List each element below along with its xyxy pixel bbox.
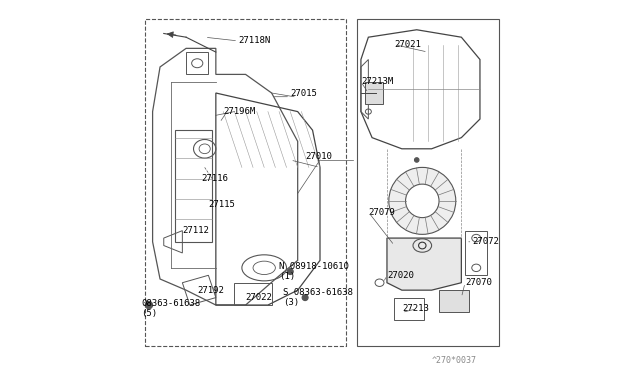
Bar (175, 130, 212, 242)
Text: 27116: 27116 (201, 174, 228, 183)
Text: 27020: 27020 (387, 271, 414, 280)
Text: 27015: 27015 (291, 89, 317, 97)
Ellipse shape (302, 295, 308, 301)
Text: 27010: 27010 (305, 152, 332, 161)
Bar (186, 52, 209, 74)
Text: 27192: 27192 (197, 286, 224, 295)
Ellipse shape (145, 301, 152, 309)
Text: 27196M: 27196M (223, 107, 255, 116)
Text: 27118N: 27118N (238, 36, 271, 45)
Text: 27115: 27115 (209, 200, 236, 209)
Text: 27072: 27072 (472, 237, 499, 246)
Text: N 08918-10610
(1): N 08918-10610 (1) (279, 262, 349, 281)
Text: 27112: 27112 (182, 226, 209, 235)
Text: 27079: 27079 (369, 208, 396, 217)
Text: 27021: 27021 (394, 40, 421, 49)
Polygon shape (439, 290, 468, 312)
Bar (357, 19, 499, 346)
Bar (234, 283, 271, 305)
Ellipse shape (287, 269, 293, 275)
Text: S 08363-61638
(3): S 08363-61638 (3) (283, 288, 353, 307)
Text: 27070: 27070 (465, 278, 492, 287)
Text: ^270*0037: ^270*0037 (431, 356, 476, 365)
Polygon shape (387, 238, 461, 290)
Ellipse shape (415, 158, 419, 162)
Bar (145, 19, 346, 346)
Text: 27213: 27213 (402, 304, 429, 313)
Text: 27022: 27022 (246, 293, 273, 302)
Polygon shape (365, 82, 383, 104)
Text: 27213M: 27213M (361, 77, 393, 86)
Text: 08363-61638
(5): 08363-61638 (5) (141, 299, 200, 318)
